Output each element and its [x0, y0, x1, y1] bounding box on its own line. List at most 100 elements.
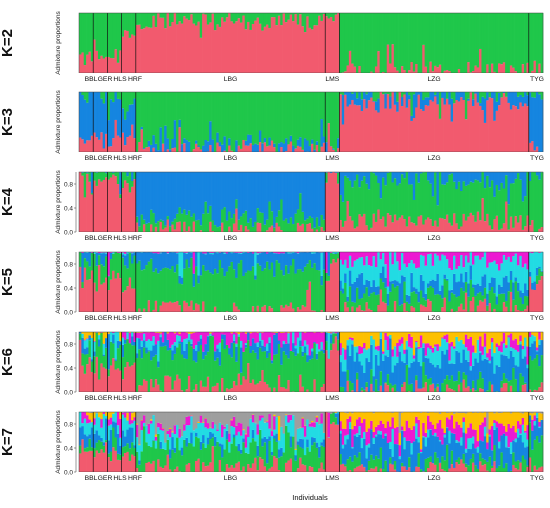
admixture-bar-segment — [280, 147, 283, 152]
admixture-bar-segment — [152, 356, 156, 388]
admixture-bar-segment — [287, 333, 291, 344]
admixture-bar-segment — [131, 420, 134, 424]
admixture-bar-segment — [507, 92, 511, 103]
admixture-bar-segment — [268, 27, 272, 73]
admixture-bar-segment — [187, 141, 191, 152]
admixture-bar-segment — [429, 172, 433, 184]
admixture-bar-segment — [258, 172, 262, 213]
admixture-bar-segment — [540, 355, 544, 383]
admixture-bar-segment — [483, 92, 487, 99]
admixture-bar-segment — [360, 438, 364, 449]
admixture-bar-segment — [389, 338, 392, 384]
admixture-bar-segment — [164, 332, 167, 346]
admixture-bar-segment — [391, 252, 395, 265]
admixture-bar-segment — [405, 412, 409, 421]
admixture-bar-segment — [140, 451, 144, 472]
admixture-bar-segment — [540, 412, 544, 414]
admixture-bar-segment — [339, 280, 343, 291]
admixture-bar-segment — [367, 252, 371, 266]
admixture-bar-segment — [363, 310, 366, 312]
admixture-bar-segment — [121, 379, 125, 392]
admixture-bar-segment — [424, 97, 428, 106]
admixture-bar-segment — [168, 252, 172, 270]
admixture-bar-segment — [457, 413, 461, 425]
admixture-bar-segment — [535, 332, 539, 348]
admixture-bar-segment — [268, 468, 272, 472]
admixture-bar-segment — [105, 368, 108, 392]
admixture-bar-segment — [528, 389, 532, 392]
admixture-bar-segment — [365, 358, 369, 383]
admixture-bar-segment — [367, 92, 371, 101]
admixture-bar-segment — [223, 13, 227, 22]
admixture-bar-segment — [509, 453, 513, 471]
admixture-bar-segment — [105, 412, 108, 416]
admixture-bar-segment — [415, 347, 418, 376]
admixture-bar-segment — [232, 23, 236, 73]
admixture-bar-segment — [320, 413, 324, 424]
admixture-bar-segment — [521, 417, 525, 425]
admixture-bar-segment — [128, 135, 132, 152]
admixture-bar-segment — [183, 16, 186, 73]
admixture-bar-segment — [109, 252, 113, 253]
admixture-bar-segment — [488, 363, 492, 382]
admixture-bar-segment — [398, 172, 402, 184]
admixture-bar-segment — [502, 223, 506, 232]
admixture-bar-segment — [415, 293, 418, 312]
admixture-bar-segment — [157, 253, 160, 274]
admixture-bar-segment — [112, 333, 115, 335]
admixture-bar-segment — [507, 447, 511, 472]
admixture-bar-segment — [332, 149, 336, 152]
admixture-bar-segment — [173, 332, 177, 334]
admixture-bar-segment — [410, 383, 414, 392]
admixture-bar-segment — [206, 428, 210, 438]
admixture-bar-segment — [176, 222, 179, 232]
admixture-bar-segment — [474, 448, 478, 466]
admixture-bar-segment — [382, 332, 385, 352]
admixture-bar-segment — [538, 252, 541, 267]
admixture-bar-segment — [441, 456, 444, 470]
admixture-bar-segment — [197, 283, 201, 305]
admixture-bar-segment — [488, 332, 492, 349]
admixture-bar-segment — [282, 351, 286, 388]
admixture-bar-segment — [400, 96, 404, 107]
admixture-bar-segment — [365, 387, 369, 392]
admixture-bar-segment — [540, 435, 544, 467]
admixture-bar-segment — [152, 345, 156, 357]
admixture-bar-segment — [261, 412, 265, 416]
admixture-bar-segment — [455, 462, 459, 472]
admixture-bar-segment — [277, 449, 281, 458]
admixture-bar-segment — [176, 437, 179, 467]
admixture-bar-segment — [237, 431, 241, 444]
admixture-bar-segment — [211, 172, 215, 221]
admixture-bar-segment — [372, 468, 376, 472]
admixture-bar-segment — [93, 433, 96, 449]
population-label: TYG — [530, 395, 544, 402]
admixture-bar-segment — [266, 357, 269, 385]
admixture-bar-segment — [256, 172, 260, 209]
admixture-bar-segment — [97, 335, 101, 340]
admixture-bar-segment — [339, 13, 343, 73]
admixture-bar-segment — [427, 379, 430, 392]
admixture-bar-segment — [202, 412, 205, 423]
admixture-bar-segment — [187, 333, 191, 341]
admixture-bar-segment — [126, 268, 130, 287]
admixture-bar-segment — [79, 137, 82, 152]
admixture-bar-segment — [270, 262, 274, 309]
admixture-bar-segment — [441, 97, 444, 152]
admixture-bar-segment — [223, 172, 227, 208]
admixture-bar-segment — [524, 459, 527, 472]
admixture-bar-segment — [493, 420, 497, 423]
admixture-bar-segment — [313, 263, 317, 311]
admixture-bar-segment — [403, 281, 407, 304]
admixture-bar-segment — [490, 252, 494, 263]
admixture-bar-segment — [154, 172, 158, 224]
admixture-bar-segment — [476, 180, 480, 212]
admixture-bar-segment — [351, 252, 354, 267]
admixture-bar-segment — [476, 252, 480, 256]
admixture-bar-segment — [237, 443, 241, 452]
admixture-bar-segment — [183, 350, 186, 359]
admixture-bar-segment — [287, 432, 291, 461]
admixture-bar-segment — [105, 92, 108, 134]
admixture-bar-segment — [292, 308, 295, 312]
admixture-bar-segment — [311, 143, 314, 152]
